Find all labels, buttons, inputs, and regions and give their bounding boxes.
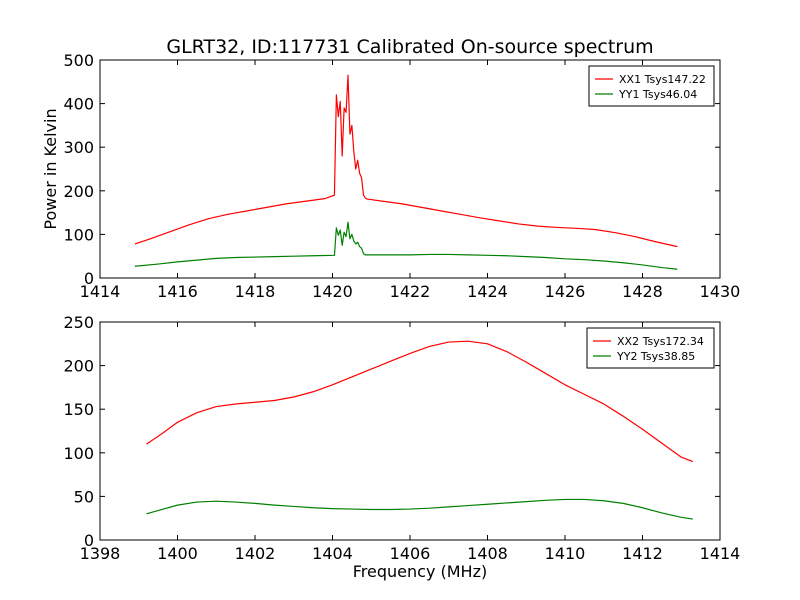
- x-tick-label: 1426: [545, 282, 586, 301]
- series-line-2: [146, 498, 693, 520]
- series-line-1: [146, 340, 694, 463]
- y-tick-label: 200: [63, 357, 94, 376]
- x-tick-label: 1424: [467, 282, 508, 301]
- legend-entry: XX2 Tsys172.34: [617, 335, 704, 348]
- x-tick-label: 1398: [80, 544, 121, 563]
- x-tick-label: 1412: [622, 544, 663, 563]
- x-tick-label: 1406: [390, 544, 431, 563]
- legend-entry: YY1 Tsys46.04: [618, 88, 697, 101]
- x-tick-label: 1430: [700, 282, 741, 301]
- legend-entry: YY2 Tsys38.85: [616, 350, 695, 363]
- legend: XX1 Tsys147.22 YY1 Tsys46.04: [588, 65, 715, 107]
- x-tick-label: 1420: [312, 282, 353, 301]
- x-tick-label: 1414: [80, 282, 121, 301]
- legend-entry: XX1 Tsys147.22: [619, 73, 706, 86]
- x-axis-label: Frequency (MHz): [353, 562, 487, 581]
- y-tick-label: 200: [63, 182, 94, 201]
- y-tick-label: 0: [84, 531, 94, 550]
- y-tick-label: 500: [63, 51, 94, 70]
- top-panel: 1414 1416 1418 1420 1422 1424 1426 1428 1430 0 100…: [41, 51, 740, 301]
- x-tick-label: 1416: [157, 282, 198, 301]
- legend: XX2 Tsys172.34 YY2 Tsys38.85: [586, 327, 715, 369]
- x-tick-label: 1402: [235, 544, 276, 563]
- y-tick-label: 400: [63, 95, 94, 114]
- x-tick-label: 1404: [312, 544, 353, 563]
- x-tick-label: 1414: [700, 544, 741, 563]
- y-tick-label: 0: [84, 269, 94, 288]
- y-tick-label: 50: [74, 487, 94, 506]
- chart-title: GLRT32, ID:117731 Calibrated On-source s…: [166, 36, 653, 58]
- x-tick-label: 1400: [157, 544, 198, 563]
- y-tick-label: 150: [63, 400, 94, 419]
- y-tick-label: 250: [63, 313, 94, 332]
- series-line-2: [134, 221, 678, 270]
- y-axis-label: Power in Kelvin: [41, 108, 60, 229]
- legend-box: [588, 65, 715, 107]
- legend-box: [586, 327, 715, 369]
- y-tick-label: 300: [63, 138, 94, 157]
- x-tick-label: 1410: [545, 544, 586, 563]
- series-line-1: [134, 74, 678, 248]
- bottom-panel: 1398 1400 1402 1404 1406 1408 1410 1412 1414 0 50 1…: [63, 313, 740, 581]
- x-tick-label: 1422: [390, 282, 431, 301]
- y-tick-label: 100: [63, 444, 94, 463]
- y-tick-label: 100: [63, 225, 94, 244]
- x-tick-label: 1408: [467, 544, 508, 563]
- x-tick-label: 1428: [622, 282, 663, 301]
- x-tick-label: 1418: [235, 282, 276, 301]
